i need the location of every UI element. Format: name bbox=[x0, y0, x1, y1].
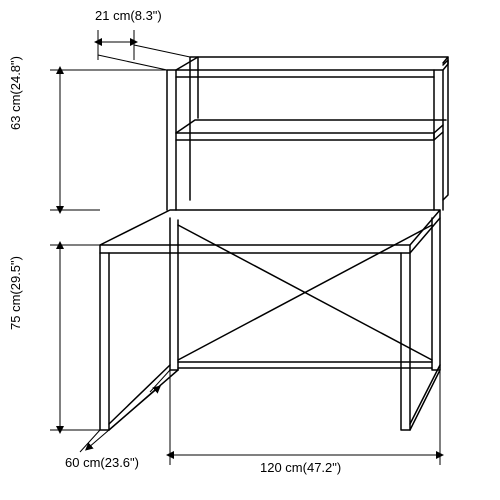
dim-desk-depth: 60 cm(23.6") bbox=[65, 455, 139, 470]
dim-desk-width: 120 cm(47.2") bbox=[260, 460, 341, 475]
dim-desk-height: 75 cm(29.5") bbox=[8, 256, 23, 330]
dim-shelf-depth: 21 cm(8.3") bbox=[95, 8, 162, 23]
dim-hutch-height: 63 cm(24.8") bbox=[8, 56, 23, 130]
desk-line-drawing bbox=[0, 0, 500, 500]
diagram-canvas: 21 cm(8.3") 63 cm(24.8") 75 cm(29.5") 60… bbox=[0, 0, 500, 500]
